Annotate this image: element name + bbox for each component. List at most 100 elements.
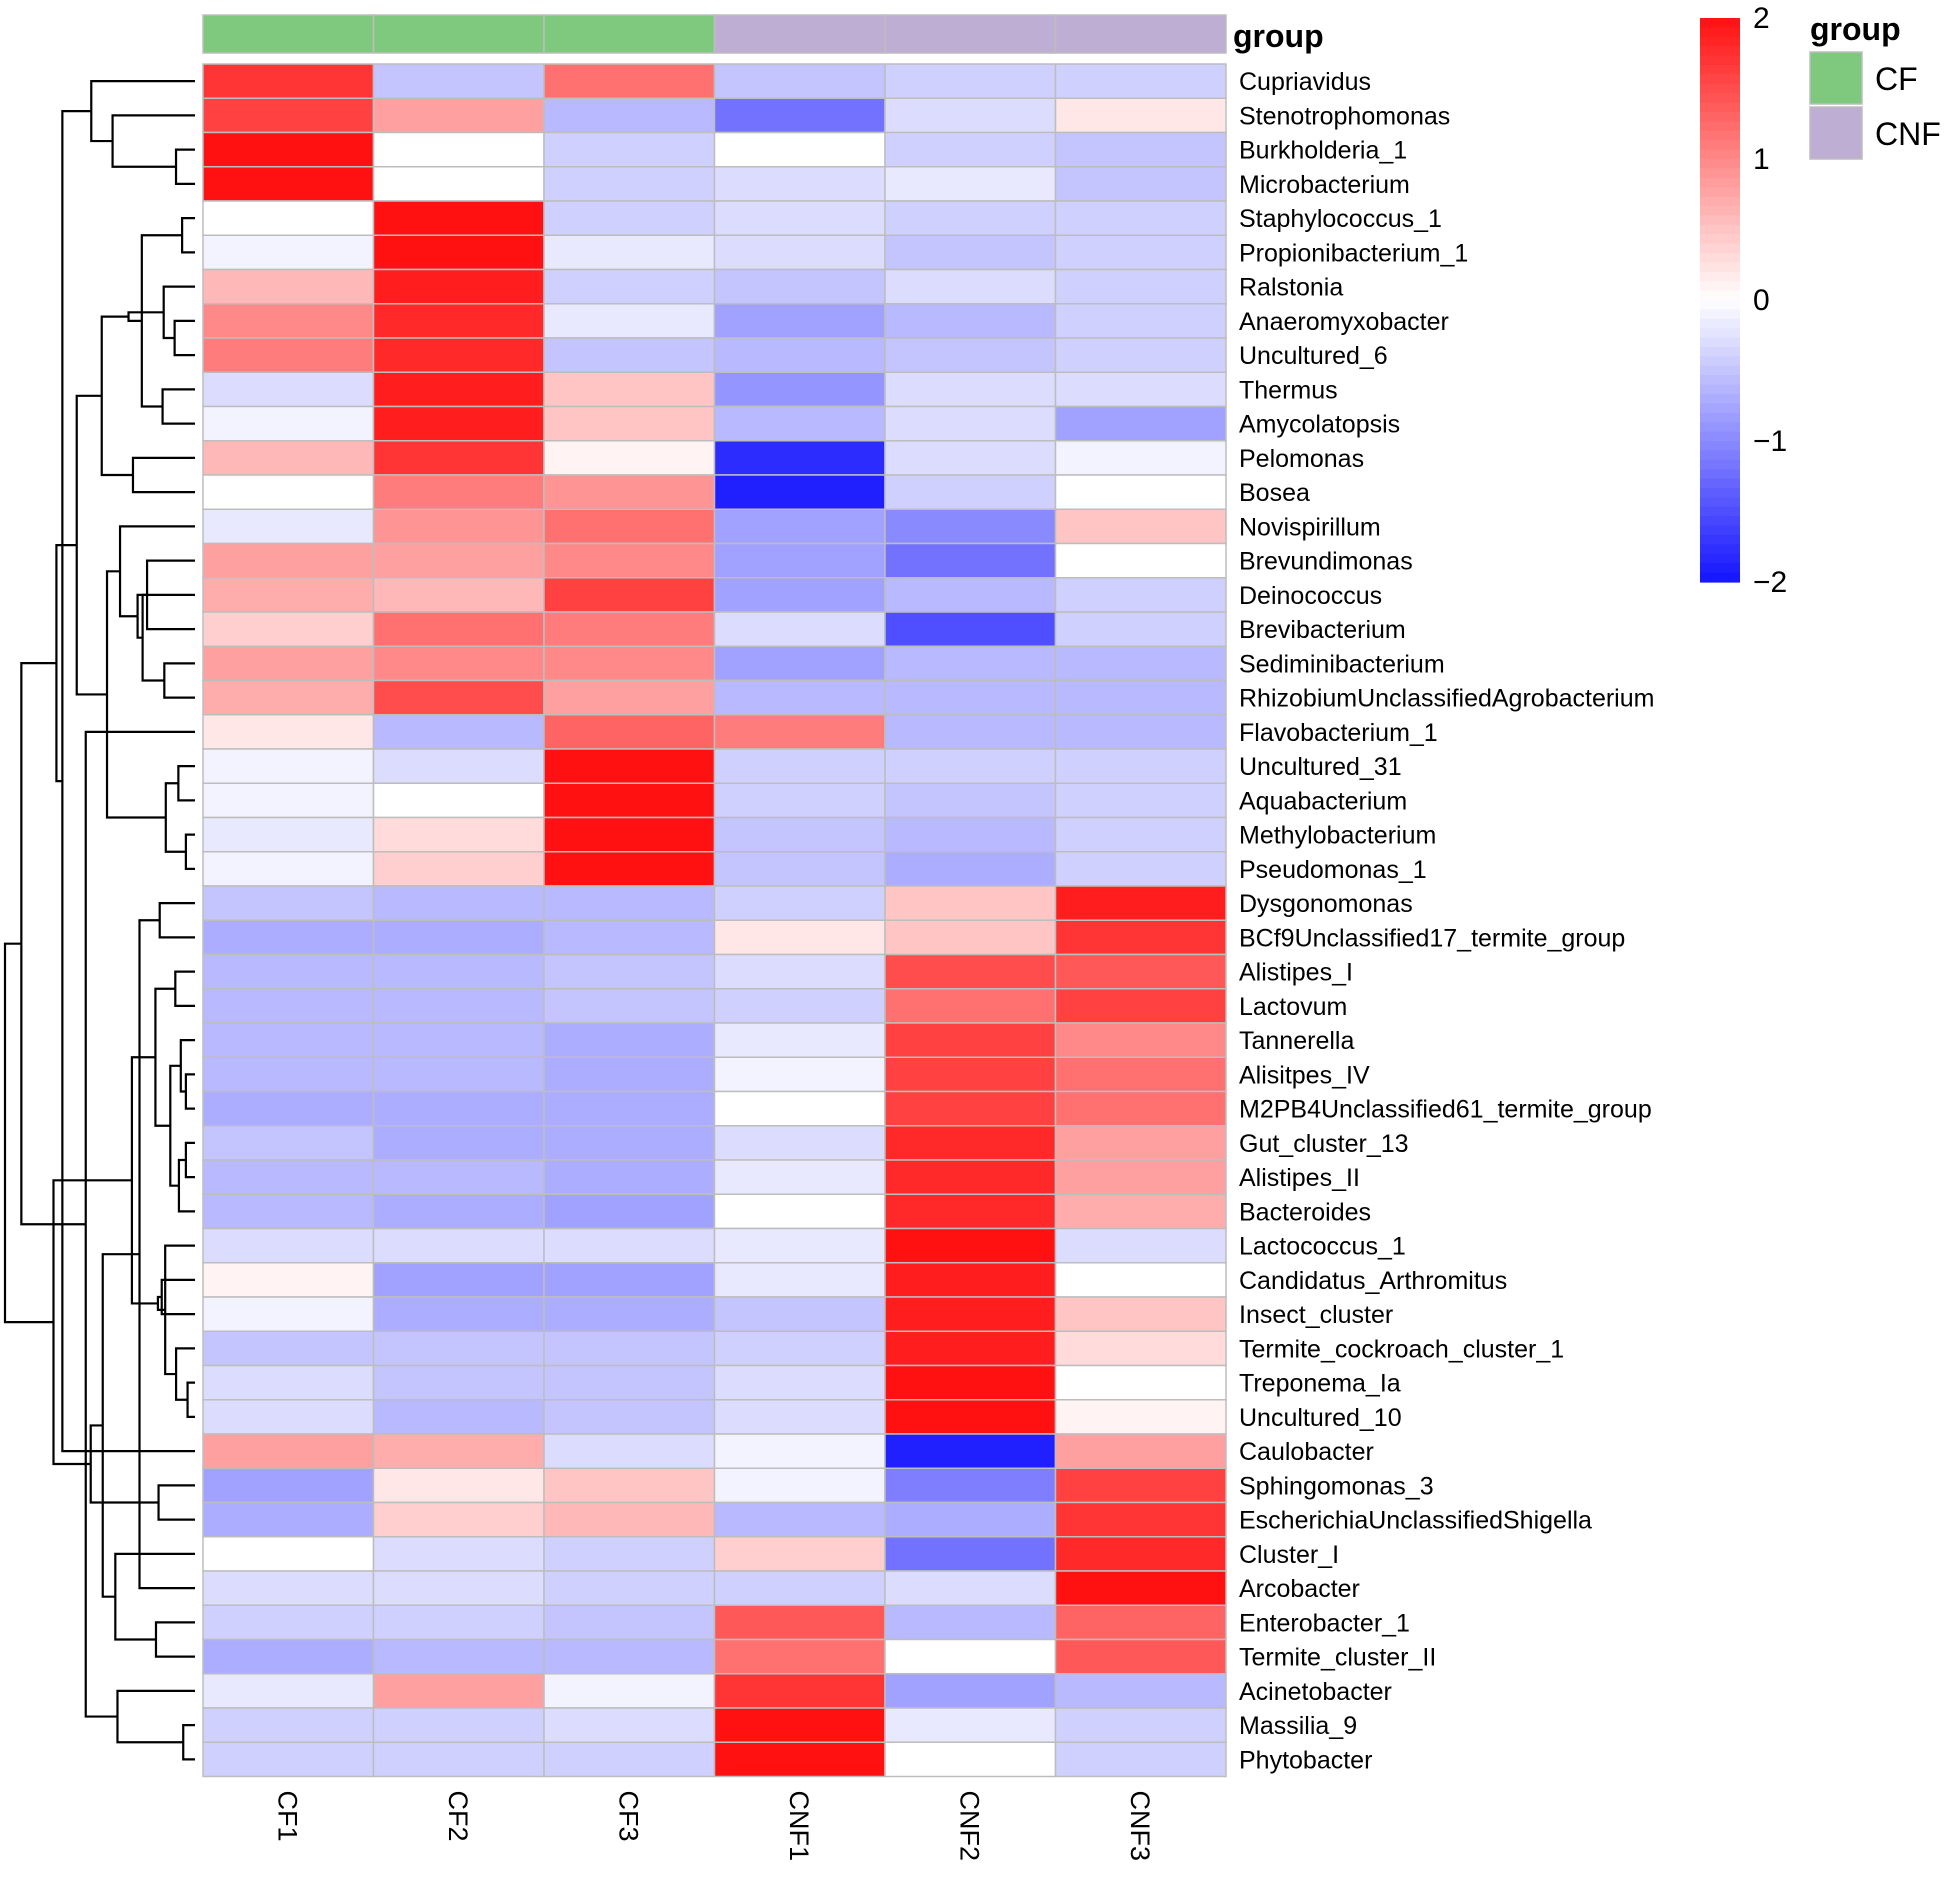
color-scale-segment (1700, 516, 1740, 527)
heatmap-cell-sphingomonas-3-cf2 (372, 1467, 545, 1504)
heatmap-cell-bcf9unclassified17-termite-group-cf2 (372, 919, 545, 956)
heatmap-cell-lactococcus-1-cnf1 (713, 1227, 886, 1264)
heatmap-cell-pelomonas-cnf1 (713, 440, 886, 476)
dendrogram-branch (184, 1141, 195, 1179)
heatmap-cell-bacteroides-cnf3 (1054, 1193, 1227, 1230)
dendrogram-branch (127, 311, 164, 322)
heatmap-cell-phytobacter-cnf3 (1054, 1741, 1227, 1778)
color-scale-segment (1700, 497, 1740, 508)
heatmap-cell-alisitpes-iv-cnf1 (713, 1056, 886, 1093)
heatmap-cell-massilia-9-cf2 (372, 1707, 545, 1743)
heatmap-cell-sediminibacterium-cnf3 (1054, 645, 1227, 682)
dendrogram-branch (161, 388, 195, 425)
heatmap-cell-anaeromyxobacter-cnf2 (884, 303, 1057, 339)
heatmap-cell-treponema-ia-cf1 (202, 1364, 375, 1401)
heatmap-cell-pelomonas-cnf3 (1054, 440, 1227, 476)
row-label-bosea: Bosea (1239, 479, 1310, 507)
color-scale-tick-label: 1 (1753, 143, 1770, 176)
heatmap-cell-treponema-ia-cf2 (372, 1364, 545, 1401)
heatmap-cell-dysgonomonas-cf1 (202, 885, 375, 921)
row-label-brevundimonas: Brevundimonas (1239, 548, 1413, 576)
dendrogram-branch (131, 456, 195, 494)
heatmap-cell-aquabacterium-cnf2 (884, 782, 1057, 819)
dendrogram-branch (61, 109, 195, 1453)
color-scale-segment (1700, 93, 1740, 104)
heatmap-cell-tannerella-cf1 (202, 1022, 375, 1058)
row-label-termite-cluster-ii: Termite_cluster_II (1239, 1644, 1436, 1672)
heatmap-cell-uncultured-10-cf3 (543, 1399, 716, 1435)
heatmap-cell-methylobacterium-cnf3 (1054, 816, 1227, 853)
color-scale-segment (1700, 46, 1740, 57)
row-label-caulobacter: Caulobacter (1239, 1438, 1374, 1466)
row-label-uncultured-6: Uncultured_6 (1239, 342, 1388, 370)
dendrogram-branch (84, 730, 195, 1718)
heatmap-cell-bacteroides-cf3 (543, 1193, 716, 1230)
heatmap-cell-microbacterium-cnf3 (1054, 166, 1227, 202)
dendrogram-branch (105, 570, 166, 819)
heatmap-cell-brevundimonas-cnf2 (884, 542, 1057, 579)
heatmap-cell-alisitpes-iv-cnf2 (884, 1056, 1057, 1093)
color-scale-segment (1700, 450, 1740, 461)
color-scale-segment (1700, 347, 1740, 357)
heatmap-cell-brevibacterium-cf3 (543, 611, 716, 647)
color-scale-segment (1700, 234, 1740, 245)
heatmap-cell-bcf9unclassified17-termite-group-cnf3 (1054, 919, 1227, 956)
heatmap-cell-novispirillum-cnf1 (713, 508, 886, 545)
row-label-stenotrophomonas: Stenotrophomonas (1239, 102, 1450, 130)
heatmap-cell-bosea-cf3 (543, 474, 716, 510)
heatmap-cell-burkholderia-1-cf3 (543, 131, 716, 168)
heatmap-cell-m2pb4unclassified61-termite-group-cnf1 (713, 1090, 886, 1127)
color-scale-segment (1700, 18, 1740, 28)
heatmap-cell-termite-cluster-ii-cnf3 (1054, 1638, 1227, 1675)
annotation-title: group (1233, 18, 1324, 54)
column-label-cf1: CF1 (272, 1791, 302, 1842)
heatmap-cell-burkholderia-1-cnf2 (884, 131, 1057, 168)
heatmap-cell-brevibacterium-cf1 (202, 611, 375, 647)
heatmap-cell-uncultured-6-cf3 (543, 337, 716, 373)
heatmap-cell-termite-cockroach-cluster-1-cnf3 (1054, 1330, 1227, 1367)
heatmap-cell-uncultured-10-cnf2 (884, 1399, 1057, 1435)
column-labels: CF1 CF2 CF3 CNF1 CNF2 CNF3 (272, 1791, 1155, 1862)
row-label-bcf9unclassified17-termite-group: BCf9Unclassified17_termite_group (1239, 924, 1625, 952)
heatmap-cell-alisitpes-iv-cf2 (372, 1056, 545, 1093)
color-scale-segment (1700, 422, 1740, 433)
heatmap-cell-ralstonia-cf1 (202, 268, 375, 305)
heatmap-cell-treponema-ia-cnf1 (713, 1364, 886, 1401)
group-legend-swatch-cf (1809, 51, 1863, 105)
color-scale-segment (1700, 459, 1740, 470)
heatmap-cell-bcf9unclassified17-termite-group-cf1 (202, 919, 375, 956)
color-scale-tick-label: −1 (1753, 425, 1787, 458)
color-scale-segment (1700, 431, 1740, 442)
heatmap-cell-novispirillum-cnf2 (884, 508, 1057, 545)
heatmap-cell-insect-cluster-cf3 (543, 1296, 716, 1332)
color-scale-tick-label: 2 (1753, 2, 1770, 35)
heatmap-cell-stenotrophomonas-cnf3 (1054, 97, 1227, 134)
row-label-arcobacter: Arcobacter (1239, 1575, 1360, 1603)
heatmap-cell-aquabacterium-cf2 (372, 782, 545, 819)
heatmap-cell-anaeromyxobacter-cf1 (202, 303, 375, 339)
color-scale-segment (1700, 412, 1740, 423)
heatmap-cell-bacteroides-cnf2 (884, 1193, 1057, 1230)
annotation-cell-cnf2 (884, 14, 1057, 54)
row-label-novispirillum: Novispirillum (1239, 513, 1381, 541)
heatmap-cell-pelomonas-cf3 (543, 440, 716, 476)
color-scale-segment (1700, 130, 1740, 141)
heatmap-cell-dysgonomonas-cf2 (372, 885, 545, 921)
heatmap-cell-candidatus-arthromitus-cf3 (543, 1262, 716, 1298)
heatmap-cell-acinetobacter-cf3 (543, 1673, 716, 1709)
heatmap-cell-cluster-i-cnf1 (713, 1536, 886, 1572)
dendrogram-branch (75, 394, 108, 696)
color-scale-segment (1700, 318, 1740, 329)
heatmap-cell-cluster-i-cnf3 (1054, 1536, 1227, 1572)
heatmap-cell-propionibacterium-1-cf2 (372, 234, 545, 271)
color-scale-segment (1700, 337, 1740, 348)
row-labels: Cupriavidus Stenotrophomonas Burkholderia_… (1239, 68, 1654, 1774)
heatmap-cell-uncultured-31-cf2 (372, 748, 545, 784)
heatmap-cell-cluster-i-cf3 (543, 1536, 716, 1572)
heatmap-cell-gut-cluster-13-cnf2 (884, 1125, 1057, 1161)
heatmap-cell-sediminibacterium-cf2 (372, 645, 545, 682)
color-scale-segment (1700, 394, 1740, 404)
heatmap-cell-pelomonas-cnf2 (884, 440, 1057, 476)
heatmap-cell-pseudomonas-1-cnf2 (884, 851, 1057, 887)
annotation-cell-cf3 (543, 14, 716, 54)
